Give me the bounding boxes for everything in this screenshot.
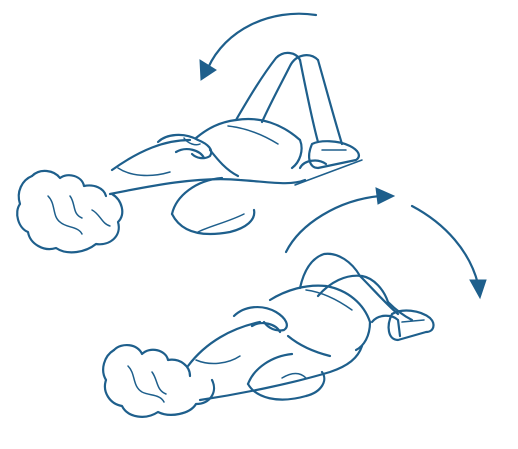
figure-bottom [102, 187, 487, 418]
rotation-arrow-top-icon [199, 12, 318, 81]
figure-top [16, 12, 363, 254]
rotation-arrow-bottom-icon [284, 187, 487, 300]
